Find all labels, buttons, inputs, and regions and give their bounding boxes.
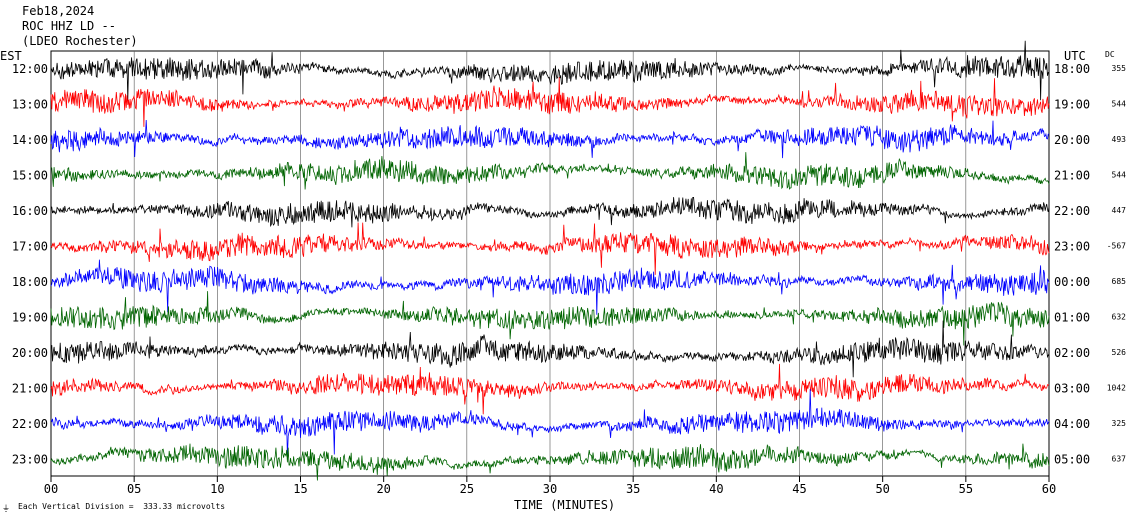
est-hour-label: 16:00 xyxy=(12,204,48,218)
est-hour-label: 22:00 xyxy=(12,417,48,431)
trace-line xyxy=(50,222,1050,275)
trace-line xyxy=(50,443,1050,481)
est-hour-label: 15:00 xyxy=(12,169,48,183)
dc-offset-label: 1042 xyxy=(1107,384,1126,393)
utc-hour-label: 02:00 xyxy=(1054,346,1090,360)
x-tick-label: 10 xyxy=(210,482,224,496)
dc-offset-label: 632 xyxy=(1112,313,1127,322)
x-tick-label: 20 xyxy=(376,482,390,496)
trace-line xyxy=(50,77,1050,127)
est-hour-label: 13:00 xyxy=(12,98,48,112)
dc-offset-label: 493 xyxy=(1112,135,1127,144)
x-tick-label: 15 xyxy=(293,482,307,496)
est-hour-label: 23:00 xyxy=(12,453,48,467)
trace-line xyxy=(50,388,1050,459)
x-tick-label: 05 xyxy=(127,482,141,496)
trace-line xyxy=(50,320,1050,378)
trace-line xyxy=(50,291,1050,346)
x-tick-label: 40 xyxy=(709,482,723,496)
est-hour-label: 14:00 xyxy=(12,133,48,147)
x-tick-label: 45 xyxy=(792,482,806,496)
scale-icon: ⏚ xyxy=(2,504,10,513)
trace-line xyxy=(50,152,1050,190)
est-hour-label: 20:00 xyxy=(12,346,48,360)
utc-hour-label: 23:00 xyxy=(1054,240,1090,254)
dc-offset-label: 544 xyxy=(1112,100,1127,109)
utc-hour-label: 01:00 xyxy=(1054,311,1090,325)
x-tick-label: 25 xyxy=(460,482,474,496)
est-hour-label: 21:00 xyxy=(12,382,48,396)
x-tick-label: 60 xyxy=(1042,482,1056,496)
vertical-division-note: Each Vertical Division = 333.33 microvol… xyxy=(18,502,226,511)
dc-offset-label: 355 xyxy=(1112,64,1127,73)
trace-line xyxy=(50,40,1050,101)
utc-hour-label: 21:00 xyxy=(1054,169,1090,183)
est-hour-label: 17:00 xyxy=(12,240,48,254)
utc-hour-label: 18:00 xyxy=(1054,62,1090,76)
utc-hour-label: 19:00 xyxy=(1054,98,1090,112)
dc-offset-label: 685 xyxy=(1112,277,1127,286)
dc-offset-label: 447 xyxy=(1112,206,1127,215)
trace-line xyxy=(50,119,1050,159)
dc-offset-label: 544 xyxy=(1112,171,1127,180)
utc-hour-label: 04:00 xyxy=(1054,417,1090,431)
x-tick-label: 00 xyxy=(44,482,58,496)
dc-offset-label: 325 xyxy=(1112,419,1127,428)
utc-hour-label: 22:00 xyxy=(1054,204,1090,218)
dc-offset-label: -567 xyxy=(1107,242,1126,251)
est-hour-label: 18:00 xyxy=(12,275,48,289)
dc-offset-label: 526 xyxy=(1112,348,1127,357)
utc-hour-label: 05:00 xyxy=(1054,453,1090,467)
est-hour-label: 19:00 xyxy=(12,311,48,325)
est-hour-label: 12:00 xyxy=(12,62,48,76)
utc-hour-label: 03:00 xyxy=(1054,382,1090,396)
dc-header: DC xyxy=(1105,50,1115,59)
record-date: Feb18,2024 xyxy=(22,4,95,18)
dc-offset-label: 637 xyxy=(1112,455,1127,464)
trace-line xyxy=(50,363,1050,415)
utc-hour-label: 20:00 xyxy=(1054,133,1090,147)
station-line: ROC HHZ LD -- xyxy=(22,19,116,33)
network-line: (LDEO Rochester) xyxy=(22,34,138,48)
right-timezone-label: UTC xyxy=(1064,49,1086,63)
x-tick-label: 50 xyxy=(875,482,889,496)
utc-hour-label: 00:00 xyxy=(1054,275,1090,289)
x-tick-label: 35 xyxy=(626,482,640,496)
left-timezone-label: EST xyxy=(0,49,22,63)
x-tick-label: 55 xyxy=(959,482,973,496)
x-tick-label: 30 xyxy=(543,482,557,496)
trace-line xyxy=(50,196,1050,228)
x-axis-title: TIME (MINUTES) xyxy=(514,498,616,512)
trace-line xyxy=(50,259,1050,315)
